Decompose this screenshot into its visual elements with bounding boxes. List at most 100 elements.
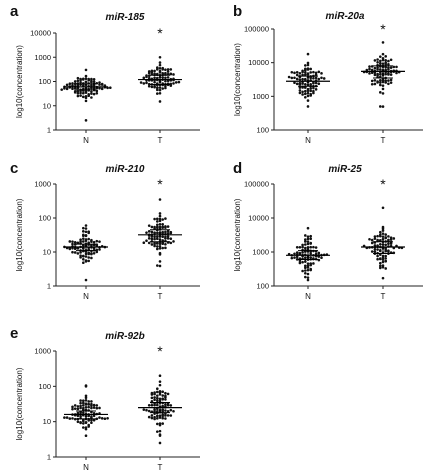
chart3-point-0-20 bbox=[301, 251, 304, 254]
chart1-point-0-66 bbox=[298, 91, 302, 95]
chart2-point-0-69 bbox=[92, 252, 96, 255]
chart0-point-0-59 bbox=[95, 81, 99, 85]
chart3-point-0-51 bbox=[304, 269, 307, 272]
chart4-point-1-66 bbox=[169, 408, 173, 412]
chart3-point-1-46 bbox=[389, 238, 393, 241]
chart1-point-0-33 bbox=[304, 92, 307, 96]
chart4-point-1-51 bbox=[161, 398, 164, 401]
chart3-point-1-9 bbox=[381, 264, 385, 267]
chart3-point-0-80 bbox=[304, 238, 307, 241]
chart1-point-1-41 bbox=[373, 82, 377, 86]
chart2-point-0-86 bbox=[82, 226, 85, 230]
chart1-point-1-81 bbox=[389, 58, 393, 62]
chart2-point-1-18 bbox=[153, 235, 156, 239]
chart1-point-1-75 bbox=[368, 67, 371, 71]
chart4-point-0-38 bbox=[76, 405, 80, 408]
chart1-point-0-51 bbox=[312, 91, 315, 95]
chart0-point-0-85 bbox=[109, 86, 112, 89]
chart1-point-1-15 bbox=[384, 81, 388, 84]
chart4-point-0-61 bbox=[76, 420, 80, 424]
chart0-point-0-61 bbox=[84, 77, 88, 80]
chart2-ytick-label-1: 10 bbox=[43, 248, 51, 257]
chart1-point-1-61 bbox=[370, 68, 374, 72]
chart0-xtick-label-1: T bbox=[158, 136, 163, 145]
chart2-point-0-63 bbox=[73, 241, 77, 244]
chart0-point-1-45 bbox=[150, 72, 154, 76]
chart4-point-0-87 bbox=[98, 406, 101, 410]
chart4-point-1-88 bbox=[142, 408, 146, 411]
chart4-point-0-41 bbox=[84, 394, 88, 398]
chart1-point-1-43 bbox=[387, 66, 390, 69]
chart1-point-1-10 bbox=[381, 80, 385, 84]
chart0-point-1-75 bbox=[169, 84, 173, 87]
chart3-point-0-42 bbox=[306, 266, 310, 269]
chart1-point-0-91 bbox=[306, 52, 310, 56]
chart4-point-1-74 bbox=[164, 417, 167, 420]
chart2-point-0-78 bbox=[87, 259, 90, 263]
chart3-point-1-5 bbox=[381, 232, 385, 235]
chart2-point-1-58 bbox=[150, 237, 154, 241]
chart3-point-1-66 bbox=[370, 250, 374, 253]
chart4-point-1-50 bbox=[150, 414, 154, 417]
chart4-point-1-28 bbox=[161, 422, 164, 425]
chart4-ytick-label-1: 10 bbox=[43, 417, 51, 426]
chart2-point-1-61 bbox=[158, 219, 162, 223]
chart0-point-0-68 bbox=[76, 89, 80, 93]
chart3-point-0-17 bbox=[304, 264, 307, 268]
chart4-point-0-72 bbox=[90, 406, 93, 410]
chart2-point-1-79 bbox=[166, 235, 170, 238]
chart2-point-1-48 bbox=[161, 218, 164, 221]
chart2-point-0-67 bbox=[95, 239, 99, 243]
chart2-point-0-77 bbox=[68, 240, 72, 243]
chart1-point-1-62 bbox=[373, 59, 377, 62]
chart3-point-1-23 bbox=[381, 229, 385, 232]
chart1-point-0-32 bbox=[304, 95, 307, 99]
chart2-point-0-33 bbox=[84, 259, 88, 262]
chart1-point-1-24 bbox=[384, 79, 388, 82]
chart3-point-0-19 bbox=[304, 243, 307, 246]
chart2-point-0-84 bbox=[82, 234, 85, 238]
chart4-point-1-7 bbox=[161, 404, 164, 408]
chart0-point-1-41 bbox=[158, 66, 162, 70]
chart4-point-0-78 bbox=[103, 417, 107, 421]
chart3-point-0-79 bbox=[301, 269, 304, 273]
chart4-significance: * bbox=[157, 343, 163, 359]
chart4-point-0-57 bbox=[68, 417, 72, 420]
chart0-point-1-51 bbox=[147, 82, 151, 86]
chart4-point-0-21 bbox=[84, 402, 88, 405]
chart2-point-0-19 bbox=[82, 261, 85, 265]
chart1-point-0-70 bbox=[293, 71, 296, 75]
chart3-point-1-58 bbox=[373, 250, 377, 253]
chart2-point-1-28 bbox=[158, 242, 162, 246]
chart0-point-0-54 bbox=[92, 80, 96, 83]
chart2-point-0-39 bbox=[76, 241, 80, 245]
chart1-point-0-49 bbox=[314, 81, 318, 85]
chart3-point-1-90 bbox=[381, 276, 385, 280]
chart3-point-0-44 bbox=[295, 255, 299, 259]
chart0-panel-label: a bbox=[10, 3, 19, 20]
chart1-point-0-9 bbox=[306, 63, 310, 67]
chart3-point-1-72 bbox=[392, 251, 396, 255]
chart2-point-1-39 bbox=[153, 231, 156, 234]
chart1-point-1-23 bbox=[379, 68, 382, 71]
chart4-point-0-52 bbox=[73, 404, 77, 407]
chart4-point-0-71 bbox=[79, 406, 82, 410]
chart1-point-0-78 bbox=[320, 76, 323, 80]
chart3-point-0-23 bbox=[309, 252, 313, 256]
chart1-point-0-76 bbox=[293, 76, 296, 80]
chart4-point-0-79 bbox=[84, 396, 88, 400]
chart1-point-1-31 bbox=[376, 73, 379, 77]
chart4-panel-label: e bbox=[10, 325, 18, 342]
chart4-point-1-79 bbox=[158, 433, 162, 436]
chart4-point-0-54 bbox=[79, 421, 82, 425]
chart3-point-1-21 bbox=[376, 238, 379, 242]
chart0-ytick-label-4: 10000 bbox=[30, 29, 51, 38]
chart1-point-0-14 bbox=[309, 82, 313, 86]
chart1-point-0-73 bbox=[304, 67, 307, 71]
chart3-point-1-83 bbox=[384, 257, 388, 260]
chart2-point-0-28 bbox=[79, 240, 82, 243]
chart1-point-1-22 bbox=[376, 58, 379, 61]
chart4-point-1-12 bbox=[158, 393, 162, 396]
chart1-point-1-55 bbox=[387, 73, 390, 76]
chart4-point-0-81 bbox=[82, 426, 85, 429]
